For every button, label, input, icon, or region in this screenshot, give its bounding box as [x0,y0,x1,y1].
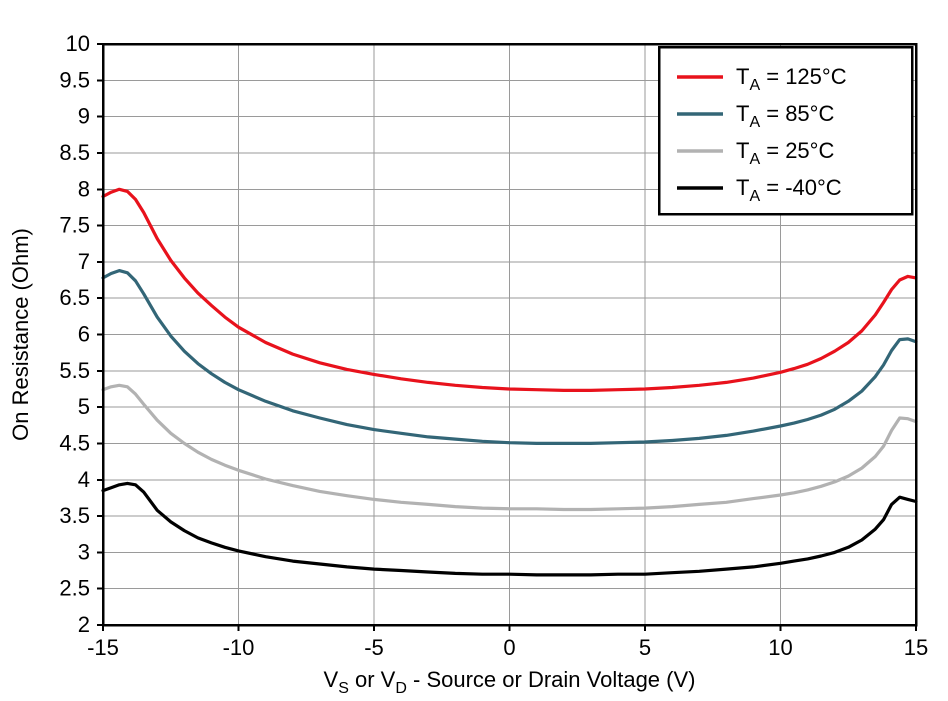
y-tick-label: 4 [78,467,90,492]
x-tick-label: -5 [364,635,384,660]
y-tick-label: 5.5 [59,358,90,383]
legend: TA = 125°C TA = 85°C TA = 25°C TA = -40°C [657,45,914,216]
y-tick-labels: 2 2.5 3 3.5 4 4.5 5 5.5 6 6.5 7 7.5 8 8.5 9 9.5 10 [59,31,90,637]
legend-entry: TA = -40°C [677,175,842,205]
x-tick-labels: -15 -10 -5 0 5 10 15 [87,635,928,660]
y-tick-label: 2.5 [59,576,90,601]
x-tick-label: 15 [904,635,928,660]
y-tick-label: 8 [78,176,90,201]
x-axis-title: VS or VD - Source or Drain Voltage (V) [324,667,696,697]
legend-box [657,45,914,216]
y-tick-label: 7 [78,249,90,274]
series-line-85c [101,269,918,445]
series-lines [101,187,918,577]
legend-label: TA = 25°C [736,138,834,168]
legend-entry: TA = 25°C [677,138,834,168]
y-tick-label: 3 [78,539,90,564]
axis-ticks [97,43,917,631]
x-tick-label: 0 [503,635,515,660]
legend-label: TA = 125°C [736,64,847,94]
y-tick-label: 6.5 [59,285,90,310]
x-tick-label: -15 [87,635,119,660]
x-tick-label: 10 [768,635,792,660]
y-tick-label: 6 [78,322,90,347]
x-tick-label: 5 [639,635,651,660]
y-tick-label: 9 [78,104,90,129]
y-tick-label: 9.5 [59,67,90,92]
series-line-25c [101,383,918,512]
y-tick-label: 2 [78,612,90,637]
y-tick-label: 4.5 [59,430,90,455]
y-tick-label: 10 [66,31,90,56]
series-line--40c [101,481,918,577]
x-tick-label: -10 [223,635,255,660]
y-tick-label: 3.5 [59,503,90,528]
y-tick-label: 5 [78,394,90,419]
series-line-125c [101,187,918,392]
legend-label: TA = 85°C [736,101,834,131]
y-tick-label: 7.5 [59,213,90,238]
y-axis-title: On Resistance (Ohm) [8,228,33,441]
y-tick-label: 8.5 [59,140,90,165]
legend-entry: TA = 85°C [677,101,834,131]
legend-entry: TA = 125°C [677,64,847,94]
legend-label: TA = -40°C [736,175,842,205]
